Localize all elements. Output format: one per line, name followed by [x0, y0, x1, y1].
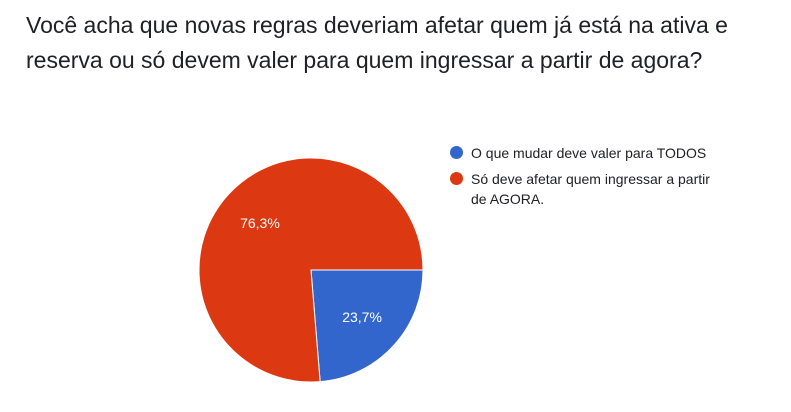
pie-slices: 23,7% 76,3% — [198, 157, 424, 383]
legend-label: O que mudar deve valer para TODOS — [471, 145, 707, 161]
legend-swatch-icon — [450, 146, 463, 159]
legend-item-agora[interactable]: Só deve afetar quem ingressar a partir d… — [450, 169, 750, 209]
pie-slice-1[interactable] — [198, 157, 424, 383]
slice-label-1: 76,3% — [240, 215, 280, 231]
pie-slice-0[interactable] — [310, 269, 424, 383]
legend-item-todos[interactable]: O que mudar deve valer para TODOS — [450, 143, 750, 163]
chart-legend: O que mudar deve valer para TODOS Só dev… — [450, 143, 750, 215]
question-title: Você acha que novas regras deveriam afet… — [26, 12, 728, 73]
slice-label-0: 23,7% — [342, 309, 382, 325]
legend-label: Só deve afetar quem ingressar a partir d… — [471, 171, 710, 207]
legend-swatch-icon — [450, 172, 463, 185]
